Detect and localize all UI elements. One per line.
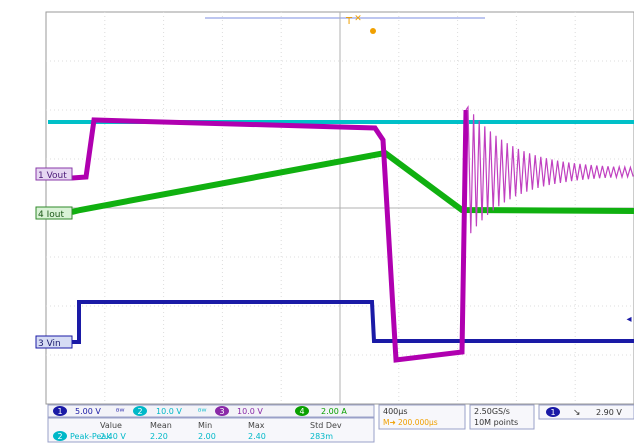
ch3-marker-label: 3 Vin bbox=[38, 339, 61, 349]
measure-mean: 2.20 bbox=[150, 432, 168, 441]
measure-header-min: Min bbox=[198, 421, 212, 430]
ch3-scale-value: 10.0 V bbox=[237, 407, 263, 416]
measure-channel: 2 bbox=[57, 432, 62, 441]
ch1-scale-number: 1 bbox=[57, 407, 62, 416]
bandwidth-limit-icon: ᴮᵂ bbox=[116, 407, 124, 416]
trigger-t-glyph: T bbox=[345, 16, 353, 27]
ch2-scale-number: 2 bbox=[137, 407, 142, 416]
trigger-readout[interactable]: 1 ↘ 2.90 V bbox=[538, 404, 634, 420]
trigger-point-icon bbox=[370, 28, 376, 34]
ch1-scale-readout[interactable]: 1 5.00 V ᴮᵂ bbox=[53, 406, 124, 416]
channel-1-trace bbox=[71, 105, 634, 363]
horizontal-readout[interactable]: 400µs M➜ 200.000µs bbox=[378, 404, 466, 430]
sample-rate: 2.50GS/s bbox=[474, 407, 510, 416]
ch3-scale-number: 3 bbox=[219, 407, 224, 416]
delay-icon: M➜ bbox=[383, 418, 396, 427]
falling-edge-icon: ↘ bbox=[573, 408, 581, 418]
ch2-scale-value: 10.0 V bbox=[156, 407, 182, 416]
ch4-ground-marker[interactable]: 4 Iout bbox=[35, 206, 73, 220]
ch4-scale-value: 2.00 A bbox=[321, 407, 347, 416]
measurement-table: Value Mean Min Max Std Dev 2 Peak-Peak 2… bbox=[47, 417, 375, 443]
measure-stddev: 283m bbox=[310, 432, 333, 441]
record-length: 10M points bbox=[474, 418, 518, 427]
ch3-ground-marker[interactable]: 3 Vin bbox=[35, 335, 73, 349]
ch1-scale-value: 5.00 V bbox=[75, 407, 101, 416]
ch2-scale-readout[interactable]: 2 10.0 V ᴮᵂ bbox=[133, 406, 206, 416]
ch1-marker-label: 1 Vout bbox=[38, 171, 67, 181]
expand-marker-icon: ✕ bbox=[354, 14, 362, 24]
trigger-position-marker[interactable]: T ✕ bbox=[345, 14, 376, 34]
measure-header-value: Value bbox=[100, 421, 122, 430]
ch1-ground-marker[interactable]: 1 Vout bbox=[35, 167, 73, 181]
horizontal-scale: 400µs bbox=[383, 407, 408, 416]
measure-max: 2.40 bbox=[248, 432, 266, 441]
ch4-marker-label: 4 Iout bbox=[38, 210, 64, 220]
measure-type: Peak-Peak bbox=[70, 432, 111, 441]
trigger-source: 1 bbox=[550, 408, 555, 417]
measure-header-stddev: Std Dev bbox=[310, 421, 342, 430]
measurement-row[interactable]: 2 Peak-Peak 2.40 V 2.20 2.00 2.40 283m bbox=[53, 431, 333, 441]
measure-value: 2.40 V bbox=[100, 432, 126, 441]
ch2-bandwidth-limit-icon: ᴮᵂ bbox=[198, 407, 206, 416]
trigger-level: 2.90 V bbox=[596, 408, 622, 417]
channel-scale-bar: 1 5.00 V ᴮᵂ 2 10.0 V ᴮᵂ 3 10.0 V 4 2.00 … bbox=[47, 404, 375, 418]
measure-header-max: Max bbox=[248, 421, 265, 430]
trigger-level-arrow-icon[interactable]: ◂ bbox=[626, 314, 631, 325]
measure-header-mean: Mean bbox=[150, 421, 172, 430]
channel-3-trace bbox=[72, 300, 634, 344]
ch3-scale-readout[interactable]: 3 10.0 V bbox=[215, 406, 263, 416]
ch4-scale-readout[interactable]: 4 2.00 A bbox=[295, 406, 347, 416]
delay-value: 200.000µs bbox=[398, 418, 438, 427]
ch4-scale-number: 4 bbox=[299, 407, 304, 416]
acquisition-readout[interactable]: 2.50GS/s 10M points bbox=[469, 404, 535, 430]
measure-min: 2.00 bbox=[198, 432, 216, 441]
